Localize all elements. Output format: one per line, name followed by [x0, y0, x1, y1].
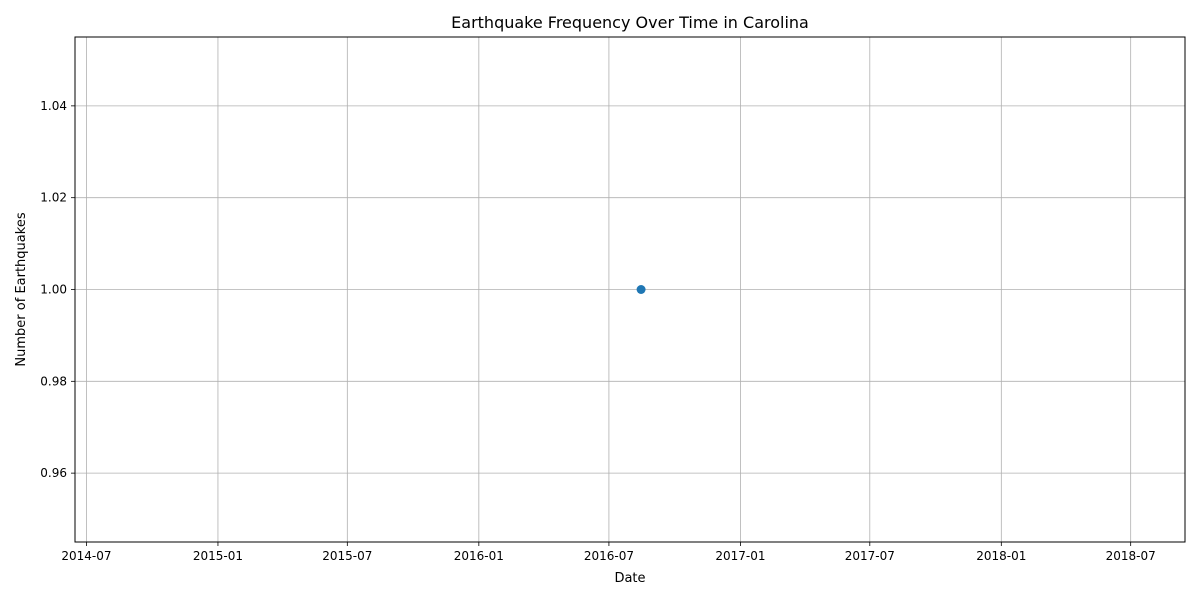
- x-tick-label: 2017-07: [845, 549, 895, 563]
- axis-ticks: 2014-07 2015-01 2015-07 2016-01 2016-07 2017-…: [40, 99, 1155, 563]
- y-axis-label: Number of Earthquakes: [14, 212, 29, 366]
- y-tick-label: 1.02: [40, 191, 67, 205]
- grid: [75, 37, 1185, 542]
- x-tick-label: 2015-07: [322, 549, 372, 563]
- y-tick-label: 0.96: [40, 466, 67, 480]
- data-points: [636, 285, 646, 294]
- x-tick-label: 2017-01: [715, 549, 765, 563]
- y-tick-label: 1.00: [40, 283, 67, 297]
- x-tick-label: 2018-07: [1106, 549, 1156, 563]
- x-tick-label: 2018-01: [976, 549, 1026, 563]
- x-tick-label: 2016-07: [584, 549, 634, 563]
- x-axis-label: Date: [614, 571, 645, 586]
- data-point: [636, 285, 646, 294]
- y-tick-label: 1.04: [40, 99, 67, 113]
- chart-title: Earthquake Frequency Over Time in Caroli…: [451, 13, 809, 32]
- x-tick-label: 2014-07: [61, 549, 111, 563]
- x-tick-label: 2015-01: [193, 549, 243, 563]
- x-tick-label: 2016-01: [454, 549, 504, 563]
- y-tick-label: 0.98: [40, 374, 67, 388]
